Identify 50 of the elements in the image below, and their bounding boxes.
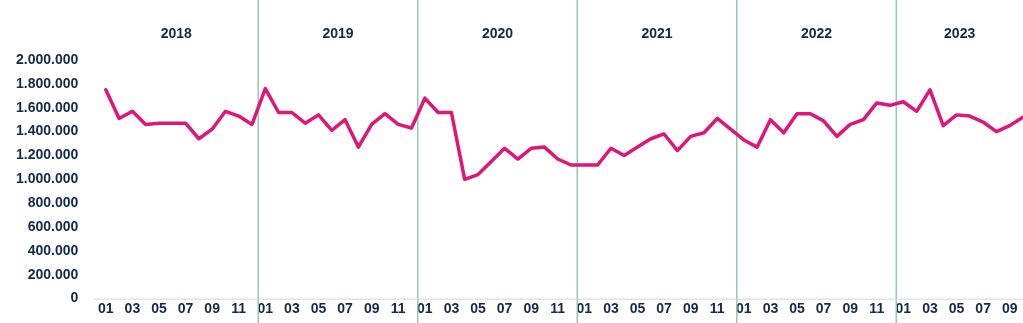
x-tick-label: 07	[337, 299, 354, 316]
y-tick-label: 1.800.000	[15, 74, 79, 91]
x-tick-label: 09	[842, 299, 859, 316]
x-tick-label: 11	[390, 299, 406, 316]
y-tick-label: 1.200.000	[15, 146, 79, 163]
y-tick-label: 600.000	[27, 217, 79, 234]
x-tick-label: 07	[656, 299, 673, 316]
x-tick-label: 07	[815, 299, 832, 316]
y-tick-label: 2.000.000	[15, 50, 79, 67]
x-tick-label: 05	[948, 299, 965, 316]
x-tick-label: 05	[151, 299, 167, 316]
y-tick-label: 1.000.000	[15, 170, 79, 187]
x-tick-label: 07	[496, 299, 513, 316]
x-tick-label: 09	[523, 299, 540, 316]
x-tick-label: 09	[363, 299, 380, 316]
x-tick-label: 11	[709, 299, 725, 316]
x-tick-label: 01	[736, 299, 752, 316]
text: 2019	[322, 24, 354, 41]
y-tick-label: 1.400.000	[15, 122, 79, 139]
y-tick-label: 0	[70, 289, 79, 306]
x-tick-label: 09	[682, 299, 699, 316]
x-tick-label: 11	[231, 299, 247, 316]
y-tick-label: 1.600.000	[15, 98, 79, 115]
x-tick-label: 05	[789, 299, 806, 316]
text: 2021	[641, 24, 673, 41]
y-tick-label: 800.000	[27, 194, 79, 211]
x-tick-label: 03	[762, 299, 779, 316]
x-tick-label: 03	[603, 299, 619, 316]
x-tick-label: 03	[124, 299, 141, 316]
x-tick-label: 03	[922, 299, 938, 316]
x-tick-label: 03	[284, 299, 300, 316]
x-tick-label: 01	[417, 299, 433, 316]
x-tick-label: 11	[550, 299, 566, 316]
y-tick-label: 400.000	[27, 241, 79, 258]
x-tick-label: 07	[177, 299, 194, 316]
x-tick-label: 05	[470, 299, 486, 316]
x-tick-label: 09	[204, 299, 221, 316]
x-tick-label: 05	[310, 299, 327, 316]
x-tick-label: 01	[257, 299, 274, 316]
x-tick-label: 03	[443, 299, 460, 316]
text: 2023	[944, 24, 976, 41]
text: 2020	[481, 24, 514, 41]
x-tick-label: 09	[1001, 299, 1018, 316]
x-tick-label: 11	[869, 299, 885, 316]
text: 2022	[800, 24, 833, 41]
y-tick-label: 200.000	[27, 265, 79, 282]
x-tick-label: 01	[98, 299, 114, 316]
x-tick-label: 07	[975, 299, 992, 316]
x-tick-label: 05	[629, 299, 646, 316]
text: 2018	[160, 24, 193, 41]
